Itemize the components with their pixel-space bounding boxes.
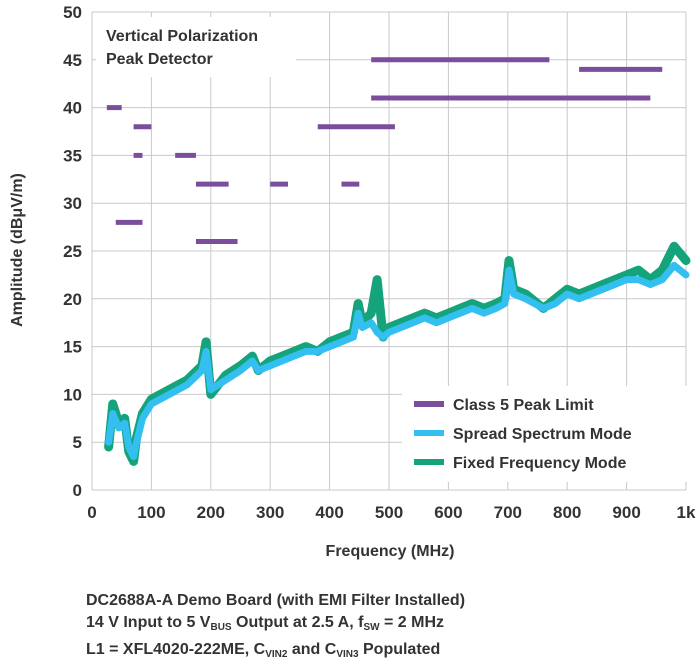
caption-line-2-b: Output at 2.5 A, f — [231, 614, 364, 631]
caption-line-3-c: Populated — [358, 641, 441, 658]
x-tick-label-9: 900 — [612, 503, 640, 522]
x-tick-label-3: 300 — [256, 503, 284, 522]
x-tick-label-8: 800 — [553, 503, 581, 522]
caption-line-2-c: = 2 MHz — [379, 614, 445, 631]
caption-line-1: DC2688A-A Demo Board (with EMI Filter In… — [86, 592, 466, 609]
annotation-line-1: Vertical Polarization — [106, 28, 258, 45]
y-tick-label-8: 40 — [63, 99, 82, 118]
series-lines — [104, 241, 691, 466]
legend-label-fixed: Fixed Frequency Mode — [453, 455, 626, 472]
x-tick-label-7: 700 — [494, 503, 522, 522]
caption-line-2-sub-sw: SW — [363, 622, 380, 633]
x-tick-labels: 0 100 200 300 400 500 600 700 800 900 1k — [87, 503, 696, 522]
x-tick-label-5: 500 — [375, 503, 403, 522]
caption-line-2-a: 14 V Input to 5 V — [86, 614, 211, 631]
y-axis-title: Amplitude (dBμV/m) — [9, 173, 26, 327]
y-tick-label-3: 15 — [63, 338, 82, 357]
y-tick-label-2: 10 — [63, 385, 82, 404]
series-spread-spectrum — [105, 261, 690, 461]
x-axis-title: Frequency (MHz) — [326, 543, 455, 560]
y-tick-label-9: 45 — [63, 51, 82, 70]
x-tick-label-10: 1k — [677, 503, 696, 522]
caption-line-3-sub-vin2: VIN2 — [265, 649, 288, 660]
caption-line-3-a: L1 = XFL4020-222ME, C — [86, 641, 266, 658]
limit-segments — [106, 57, 663, 244]
caption-line-2: 14 V Input to 5 VBUS Output at 2.5 A, fS… — [86, 612, 465, 639]
y-tick-labels: 0 5 10 15 20 25 30 35 40 45 50 — [63, 3, 82, 500]
legend: Class 5 Peak Limit Spread Spectrum Mode … — [402, 386, 688, 482]
x-tick-label-1: 100 — [137, 503, 165, 522]
y-tick-label-4: 20 — [63, 290, 82, 309]
y-tick-label-5: 25 — [63, 242, 82, 261]
series-fixed-frequency — [104, 241, 691, 466]
legend-background — [402, 386, 688, 482]
y-tick-label-6: 30 — [63, 194, 82, 213]
caption-line-3-b: and C — [287, 641, 337, 658]
emi-chart: 0 100 200 300 400 500 600 700 800 900 1k 0 5 10 15 20 2… — [9, 3, 696, 560]
annotation-background — [96, 17, 296, 77]
legend-label-spread: Spread Spectrum Mode — [453, 426, 632, 443]
x-tick-label-2: 200 — [197, 503, 225, 522]
caption-line-2-sub-bus: BUS — [210, 622, 232, 633]
legend-label-limit: Class 5 Peak Limit — [453, 397, 594, 414]
y-tick-label-7: 35 — [63, 146, 82, 165]
caption-line-3-sub-vin3: VIN3 — [336, 649, 359, 660]
y-tick-label-10: 50 — [63, 3, 82, 22]
y-tick-label-1: 5 — [73, 433, 82, 452]
y-tick-label-0: 0 — [73, 481, 82, 500]
x-tick-label-0: 0 — [87, 503, 96, 522]
x-tick-label-6: 600 — [434, 503, 462, 522]
annotation-line-2: Peak Detector — [106, 51, 213, 68]
x-tick-label-4: 400 — [315, 503, 343, 522]
caption: DC2688A-A Demo Board (with EMI Filter In… — [86, 590, 465, 666]
caption-line-3: L1 = XFL4020-222ME, CVIN2 and CVIN3 Popu… — [86, 639, 465, 666]
